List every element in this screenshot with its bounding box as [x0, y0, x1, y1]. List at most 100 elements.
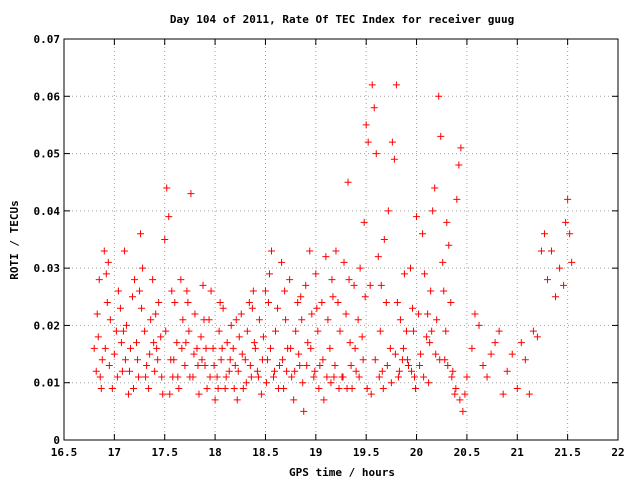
data-point — [395, 367, 403, 375]
data-point — [202, 344, 210, 352]
data-point — [303, 362, 311, 370]
data-point — [251, 344, 259, 352]
data-point — [193, 344, 201, 352]
data-point — [223, 339, 231, 347]
data-point — [157, 333, 165, 341]
data-point — [171, 299, 179, 307]
data-point — [163, 184, 171, 192]
data-point — [455, 161, 463, 169]
data-point — [371, 356, 379, 364]
data-point — [151, 367, 159, 375]
data-point — [383, 362, 391, 370]
data-point — [407, 264, 415, 272]
data-point — [392, 81, 400, 89]
data-point — [258, 356, 266, 364]
data-point — [213, 373, 221, 381]
data-point — [149, 276, 157, 284]
data-point — [387, 379, 395, 387]
data-point — [421, 270, 429, 278]
data-point — [165, 213, 173, 221]
data-point — [339, 373, 347, 381]
data-point — [417, 350, 425, 358]
data-point — [288, 373, 296, 381]
data-point — [425, 379, 433, 387]
data-point — [158, 373, 166, 381]
data-point — [529, 327, 537, 335]
data-point — [219, 304, 227, 312]
data-point — [403, 356, 411, 364]
data-point — [323, 373, 331, 381]
data-point — [568, 258, 576, 266]
data-point — [548, 247, 556, 255]
data-point — [195, 390, 203, 398]
data-point — [410, 327, 418, 335]
data-point — [361, 293, 369, 301]
data-point — [120, 247, 128, 255]
data-point — [336, 327, 344, 335]
data-point — [513, 384, 521, 392]
data-point — [159, 390, 167, 398]
data-point — [215, 327, 223, 335]
data-point — [352, 367, 360, 375]
data-point — [483, 373, 491, 381]
data-point — [209, 344, 217, 352]
y-tick-label: 0 — [53, 434, 60, 447]
data-point — [226, 356, 234, 364]
data-point — [230, 384, 238, 392]
data-point — [271, 367, 279, 375]
data-point — [537, 247, 545, 255]
x-tick-label: 17 — [108, 446, 121, 459]
data-point — [237, 310, 245, 318]
data-point — [136, 287, 144, 295]
data-point — [495, 327, 503, 335]
data-point — [264, 299, 272, 307]
data-point — [238, 350, 246, 358]
data-point — [113, 373, 121, 381]
data-point — [374, 253, 382, 261]
data-point — [135, 373, 143, 381]
data-point — [119, 327, 127, 335]
data-point — [295, 350, 303, 358]
data-point — [106, 316, 114, 324]
data-point — [173, 339, 181, 347]
data-point — [186, 373, 194, 381]
data-point — [391, 350, 399, 358]
x-axis-label: GPS time / hours — [289, 466, 395, 479]
data-point — [355, 373, 363, 381]
y-tick-label: 0.02 — [34, 319, 61, 332]
data-point — [97, 384, 105, 392]
data-point — [310, 373, 318, 381]
data-point — [449, 367, 457, 375]
data-point — [350, 281, 358, 289]
data-point — [294, 299, 302, 307]
data-point — [227, 321, 235, 329]
data-point — [426, 339, 434, 347]
data-point — [456, 396, 464, 404]
data-point — [307, 344, 315, 352]
data-point — [199, 281, 207, 289]
data-point — [332, 247, 340, 255]
data-point — [443, 218, 451, 226]
x-tick-label: 21 — [511, 446, 525, 459]
data-point — [444, 362, 452, 370]
data-point — [372, 150, 380, 158]
data-point — [366, 281, 374, 289]
data-point — [229, 344, 237, 352]
data-point — [322, 253, 330, 261]
data-point — [130, 384, 138, 392]
data-point — [313, 304, 321, 312]
data-point — [297, 293, 305, 301]
data-point — [232, 316, 240, 324]
x-tick-label: 16.5 — [51, 446, 78, 459]
data-point — [448, 373, 456, 381]
data-point — [267, 247, 275, 255]
data-point — [415, 310, 423, 318]
data-point — [110, 350, 118, 358]
data-point — [409, 304, 417, 312]
data-point — [351, 344, 359, 352]
data-point — [181, 362, 189, 370]
data-point — [436, 356, 444, 364]
data-point — [437, 132, 445, 140]
data-point — [459, 407, 467, 415]
